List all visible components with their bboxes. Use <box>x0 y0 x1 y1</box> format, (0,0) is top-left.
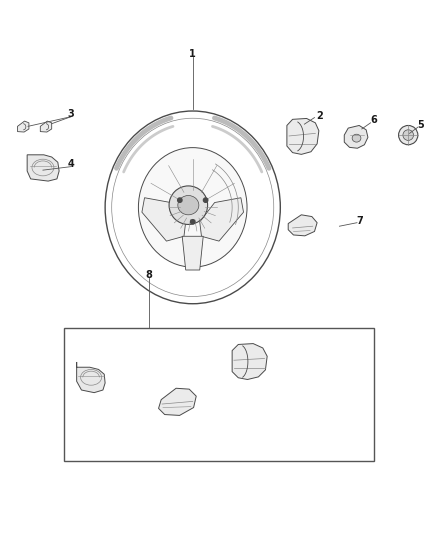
Ellipse shape <box>178 196 199 215</box>
Text: 2: 2 <box>316 111 323 121</box>
Circle shape <box>178 198 182 203</box>
Polygon shape <box>18 121 29 132</box>
Text: 4: 4 <box>67 159 74 169</box>
Polygon shape <box>287 118 319 155</box>
Polygon shape <box>182 236 203 270</box>
Bar <box>64 328 374 462</box>
Text: 5: 5 <box>417 120 424 131</box>
Polygon shape <box>344 125 368 148</box>
Circle shape <box>203 198 208 203</box>
Polygon shape <box>27 155 59 181</box>
Polygon shape <box>288 215 317 236</box>
Circle shape <box>191 220 195 224</box>
Text: 7: 7 <box>357 216 364 226</box>
Polygon shape <box>77 362 105 393</box>
Polygon shape <box>200 198 244 241</box>
Ellipse shape <box>169 186 208 224</box>
Text: 6: 6 <box>371 115 378 125</box>
Text: 3: 3 <box>67 109 74 119</box>
Text: 1: 1 <box>189 49 196 59</box>
Ellipse shape <box>138 148 247 267</box>
Polygon shape <box>232 344 267 379</box>
Ellipse shape <box>352 134 361 142</box>
Text: 8: 8 <box>145 270 152 280</box>
Polygon shape <box>159 388 196 415</box>
Circle shape <box>403 130 413 140</box>
Circle shape <box>399 125 418 145</box>
Polygon shape <box>142 198 186 241</box>
Polygon shape <box>40 121 52 132</box>
